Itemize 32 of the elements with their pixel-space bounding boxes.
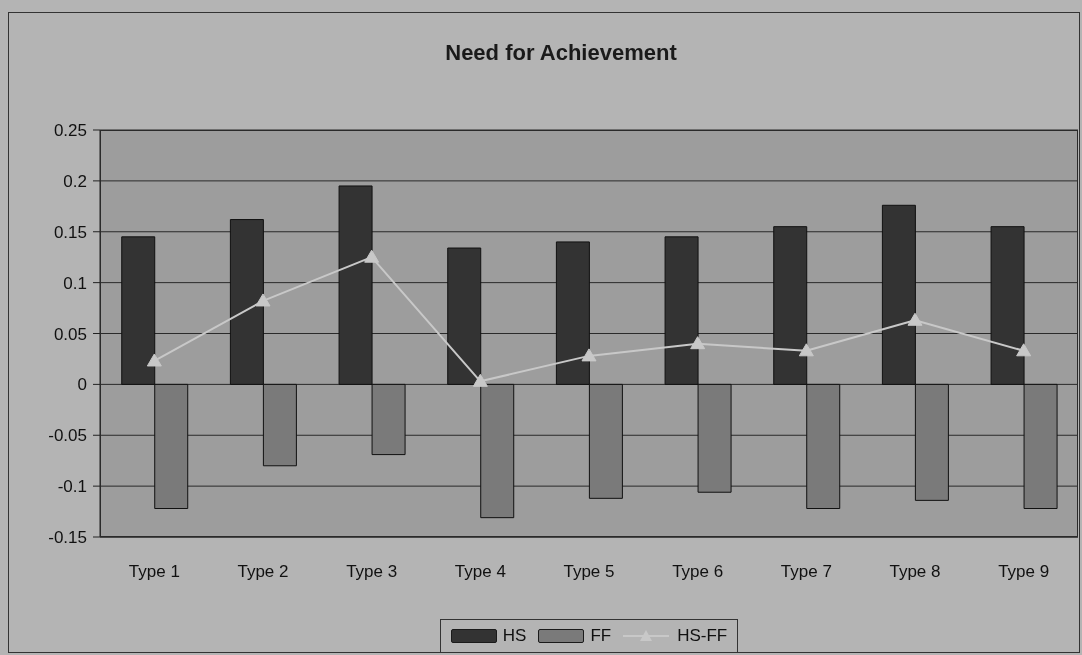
bar [480,383,515,519]
x-tick-label: Type 4 [454,562,506,582]
point [907,312,923,326]
legend-label: HS [502,626,527,646]
x-tick-label: Type 2 [237,562,289,582]
x-tick-label: Type 1 [128,562,180,582]
y-tick-label: 0.2 [63,171,87,191]
point [1016,343,1032,357]
y-tick-label: 0.05 [53,324,87,344]
point [690,336,706,350]
x-tick-label: Type 6 [672,562,724,582]
x-tick-label: Type 8 [889,562,941,582]
y-tick-label: 0.1 [63,273,87,293]
point [798,343,814,357]
y-tick-label: -0.15 [48,528,87,548]
point [581,348,597,362]
x-tick-label: Type 5 [563,562,615,582]
chart-title: Need for Achievement [444,40,678,66]
x-tick-label: Type 3 [346,562,398,582]
y-tick-label: -0.05 [48,426,87,446]
y-tick-label: -0.1 [57,477,87,497]
legend-label: FF [590,626,612,646]
x-tick-label: Type 7 [780,562,832,582]
point [255,293,271,307]
y-tick-label: 0.25 [53,121,87,141]
point [146,353,162,367]
legend-label: HS-FF [677,626,728,646]
point [364,249,380,263]
point [472,373,488,387]
y-tick-label: 0 [77,375,87,395]
y-tick-label: 0.15 [53,222,87,242]
x-tick-label: Type 9 [998,562,1050,582]
